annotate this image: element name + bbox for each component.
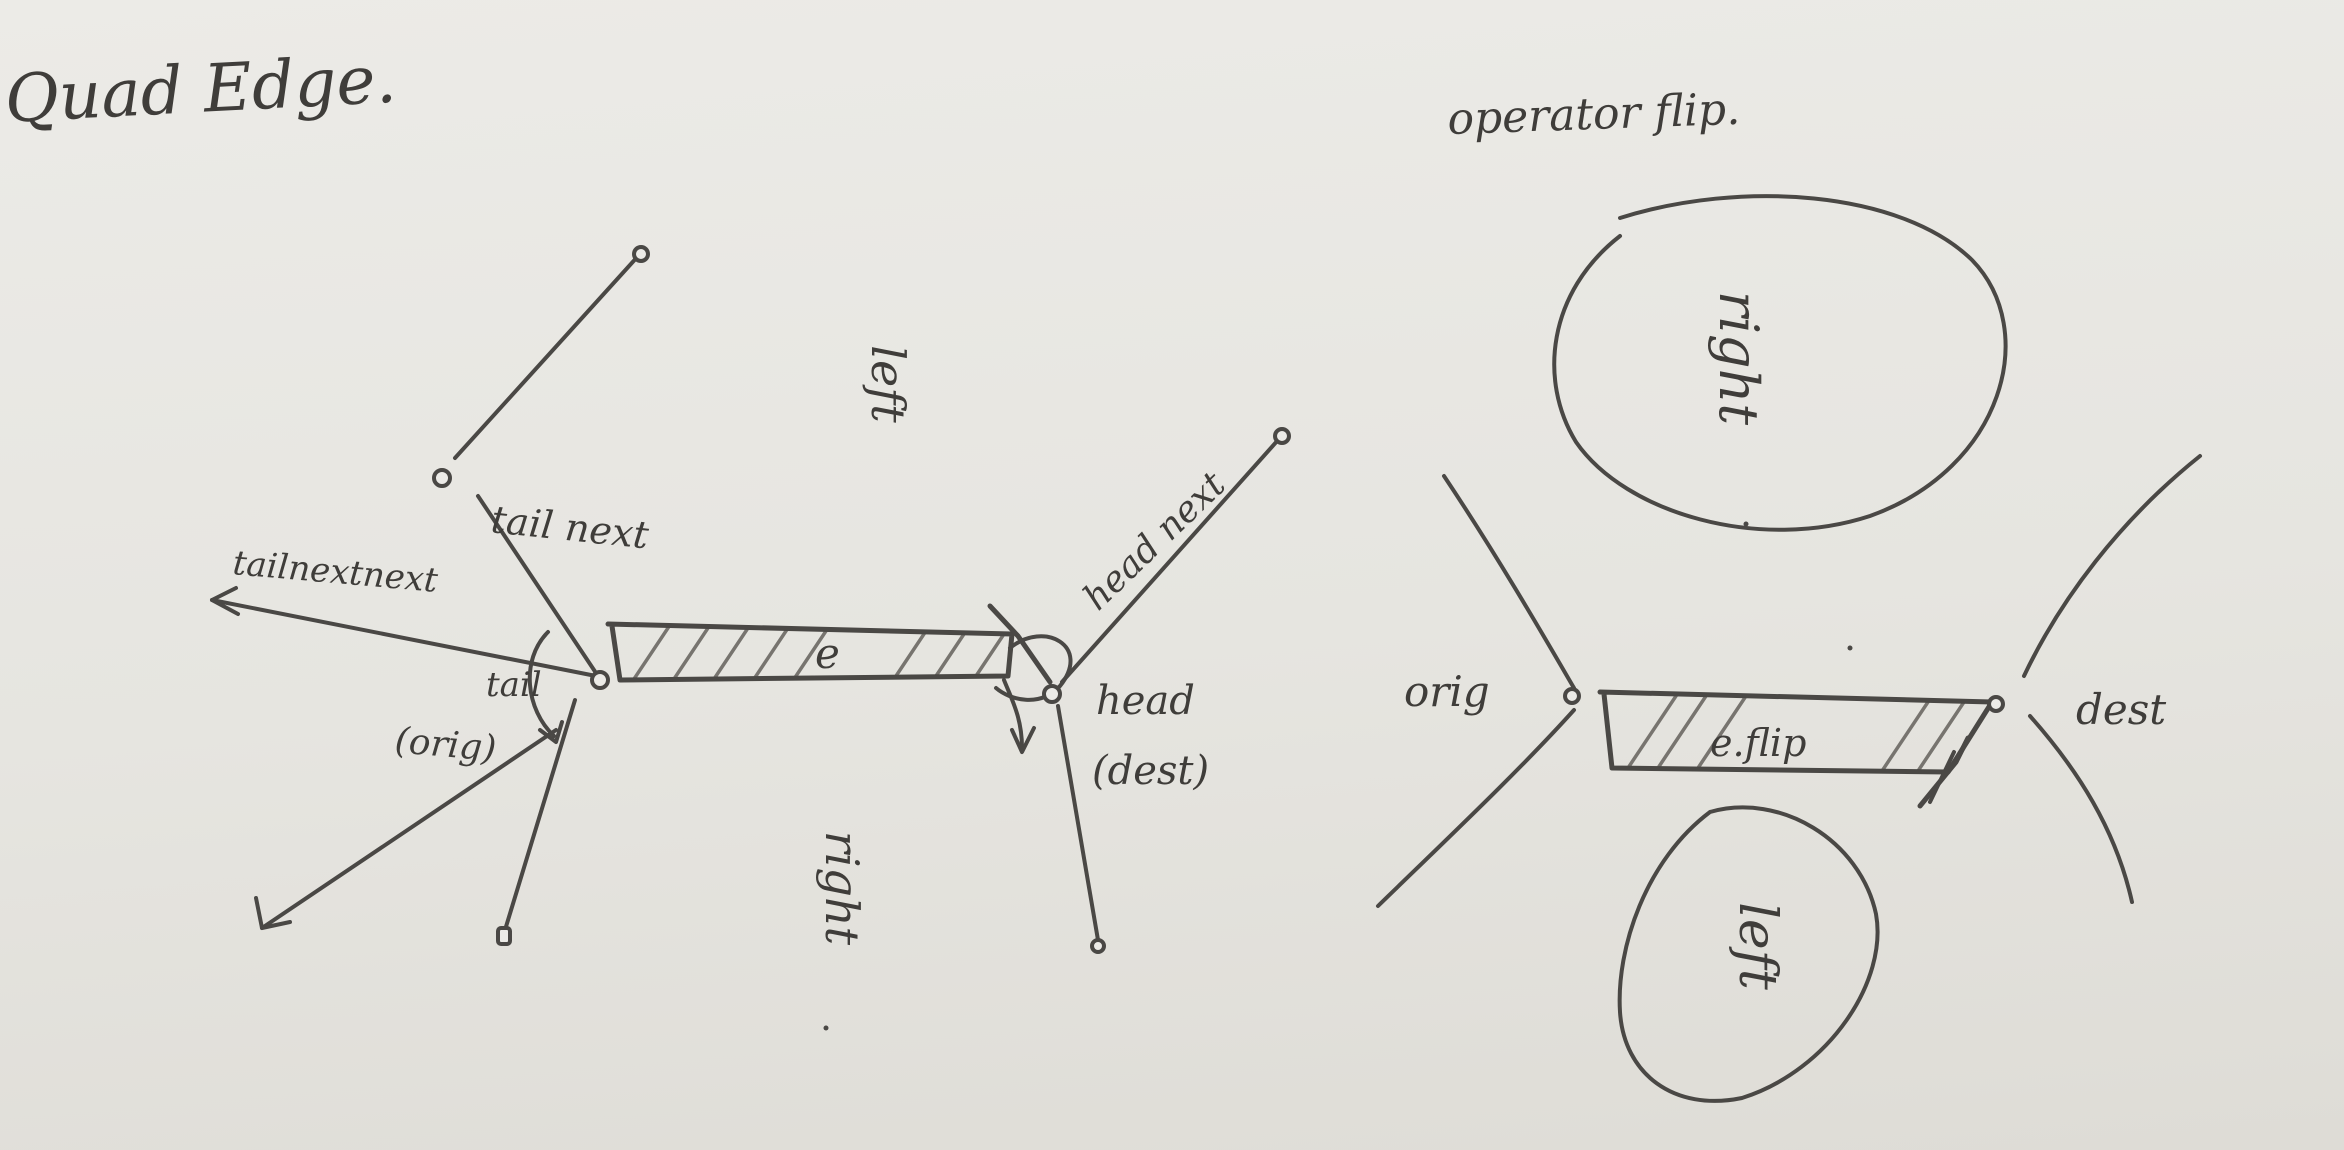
flip-upper-left-edge [1442,474,1576,690]
flip-left-face-label: left [1727,902,1787,990]
stray-dot-lower [823,1025,829,1031]
head-curved-arrow [1002,678,1024,750]
head-next-vertex [1273,427,1291,445]
head-label: head [1096,678,1195,724]
flip-upper-right-edge [2022,454,2202,678]
tail-label: tail [486,665,542,705]
tail-vertex [590,670,610,690]
lower-head-edge [1056,704,1100,942]
edge-e-label: e [815,629,840,678]
head-next-label: head next [1076,464,1234,619]
tail-next-next-label: tailnextnext [231,543,439,601]
flip-orig-label: orig [1404,667,1490,716]
right-face-label: right [815,831,869,946]
orig-label: (orig) [393,720,498,770]
right-sketch-title: operator flip. [1447,84,1741,145]
left-face-circle [1617,805,1880,1103]
flip-dest-label: dest [2076,685,2166,734]
edge-e-flip-arrow-tip [1917,735,1971,809]
tail-rotation-arrow [527,630,556,738]
flip-lower-left-edge [1376,708,1576,908]
edge-e-arrow-tip [987,603,1053,685]
right-face-circle [1552,194,2008,532]
flip-lower-right-edge [2028,714,2134,904]
left-face-label: left [861,345,915,423]
right-flip-sketch: operator flip. e.flip orig dest right le… [823,84,2202,1103]
upper-left-vertex [632,245,650,263]
lower-tail-edge [503,698,577,932]
stray-dot-circle [1743,521,1749,527]
head-rotation-arrow [994,634,1073,702]
tail-next-edge [476,494,600,678]
upper-left-edge [453,252,642,460]
flip-orig-vertex [1563,687,1581,705]
edge-e-flip-label: e.flip [1710,721,1806,765]
lower-left-edge [260,728,558,930]
tail-rotation-arrowhead [538,720,564,744]
head-vertex [1042,684,1062,704]
head-next-edge [1060,438,1280,684]
tail-next-vertex [432,468,452,488]
flip-arrow-spine [1928,750,1956,804]
tail-next-next-arrowhead [210,586,240,616]
stray-dot-upper [1847,645,1853,651]
left-quad-edge-sketch: Quad Edge. e left right tail next tailne… [3,41,1291,954]
flip-right-face-label: right [1707,291,1770,425]
flip-dest-vertex [1987,695,2005,713]
head-curved-arrowhead [1010,726,1036,754]
lower-tail-vertex [496,926,512,946]
left-sketch-title: Quad Edge. [3,41,398,138]
dest-label: (dest) [1092,748,1209,794]
lower-head-vertex [1090,938,1106,954]
edge-e-band [605,621,1015,683]
lower-left-arrowhead [254,896,292,930]
